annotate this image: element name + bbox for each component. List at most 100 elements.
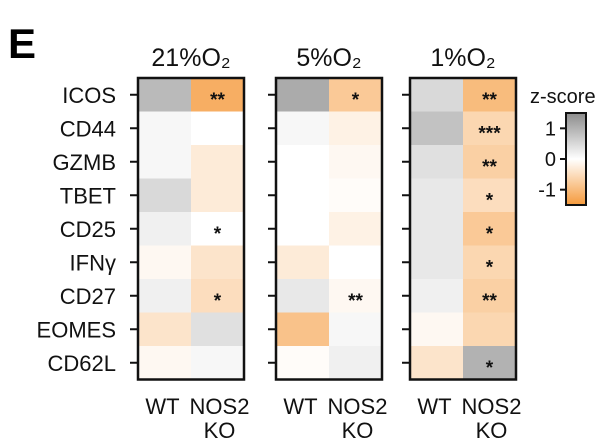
heatmap-cell	[191, 212, 244, 246]
heatmap-cell	[329, 145, 382, 179]
column-label: WT	[145, 394, 179, 419]
colorbar-tick-label: -1	[538, 180, 556, 202]
heatmap-cell	[276, 312, 329, 346]
heatmap-cell	[276, 78, 329, 112]
column-label: WT	[417, 394, 451, 419]
heatmap-cell	[276, 245, 329, 279]
heatmap-cell	[191, 78, 244, 112]
heatmap-cell	[463, 78, 516, 112]
row-label: CD27	[60, 284, 116, 309]
heatmap-cell	[191, 312, 244, 346]
row-label: GZMB	[52, 150, 116, 175]
heatmap-cell	[410, 245, 463, 279]
colorbar: z-score 1 0 -1	[530, 86, 596, 206]
heatmap-cell	[410, 312, 463, 346]
heatmap-cell	[276, 279, 329, 313]
row-label: IFNγ	[70, 250, 116, 275]
column-label: NOS2	[190, 394, 250, 419]
panel-letter: E	[8, 20, 36, 67]
column-label: WT	[283, 394, 317, 419]
row-label: TBET	[60, 183, 116, 208]
significance-mark: *	[214, 224, 222, 245]
heatmap-cell	[329, 312, 382, 346]
significance-mark: **	[348, 291, 363, 312]
colorbar-tick-label: 0	[545, 149, 556, 171]
heatmap-cell	[329, 346, 382, 380]
significance-mark: *	[352, 90, 360, 111]
heatmap-cell	[138, 212, 191, 246]
heatmap-cell	[138, 279, 191, 313]
heatmap-cell	[329, 279, 382, 313]
row-label: EOMES	[37, 317, 116, 342]
heatmap-cell	[276, 111, 329, 145]
significance-mark: *	[486, 190, 494, 211]
heatmap-cell	[276, 346, 329, 380]
panel-frame	[408, 76, 518, 381]
heatmap-cell	[138, 245, 191, 279]
column-label: KO	[204, 418, 236, 443]
column-label: NOS2	[462, 394, 522, 419]
heatmap-cell	[410, 145, 463, 179]
column-label: NOS2	[328, 394, 388, 419]
heatmap-cell	[410, 279, 463, 313]
significance-mark: *	[486, 224, 494, 245]
heatmap-cell	[463, 111, 516, 145]
significance-mark: **	[482, 291, 497, 312]
heatmap-cell	[329, 212, 382, 246]
heatmap-cell	[410, 346, 463, 380]
heatmap-cell	[329, 111, 382, 145]
panel-title: 21%O₂	[151, 44, 230, 72]
significance-mark: **	[482, 90, 497, 111]
row-label: CD25	[60, 217, 116, 242]
row-label: CD62L	[48, 351, 116, 376]
heatmap-cell	[191, 346, 244, 380]
heatmap-cell	[138, 78, 191, 112]
heatmap-cell	[463, 279, 516, 313]
significance-mark: ***	[478, 123, 501, 144]
heatmap-cell	[191, 279, 244, 313]
colorbar-tick-label: 1	[545, 118, 556, 140]
heatmap-cell	[138, 346, 191, 380]
panel-title: 1%O₂	[430, 44, 495, 72]
heatmap-cell	[276, 212, 329, 246]
heatmap-cell	[463, 212, 516, 246]
column-label: KO	[476, 418, 508, 443]
significance-mark: *	[486, 358, 494, 379]
heatmap-cell	[276, 145, 329, 179]
heatmap-cell	[410, 178, 463, 212]
colorbar-title: z-score	[530, 86, 596, 108]
significance-mark: **	[210, 90, 225, 111]
panel-frame	[136, 76, 246, 381]
heatmap-cell	[329, 178, 382, 212]
panel-frame	[274, 76, 384, 381]
significance-mark: *	[214, 291, 222, 312]
heatmap-cell	[138, 111, 191, 145]
heatmap-cell	[191, 245, 244, 279]
significance-mark: **	[482, 157, 497, 178]
heatmap-cell	[191, 145, 244, 179]
heatmap-cell	[191, 178, 244, 212]
heatmap-cell	[463, 346, 516, 380]
row-label: CD44	[60, 116, 116, 141]
heatmap-cell	[463, 178, 516, 212]
heatmap-cell	[329, 78, 382, 112]
heatmap-cell	[329, 245, 382, 279]
colorbar-gradient	[565, 112, 587, 206]
heatmap-cell	[463, 245, 516, 279]
heatmap-cell	[410, 212, 463, 246]
row-labels: ICOS CD44 GZMB TBET CD25 IFNγ CD27 EOMES CD62L	[37, 83, 116, 376]
heatmap-cell	[138, 145, 191, 179]
heatmap-cell	[138, 178, 191, 212]
heatmap-cell	[410, 78, 463, 112]
heatmap-cell	[276, 178, 329, 212]
row-label: ICOS	[62, 83, 116, 108]
heatmap-cell	[191, 111, 244, 145]
heatmap-cell	[463, 312, 516, 346]
heatmap-cell	[410, 111, 463, 145]
heatmap-cell	[463, 145, 516, 179]
